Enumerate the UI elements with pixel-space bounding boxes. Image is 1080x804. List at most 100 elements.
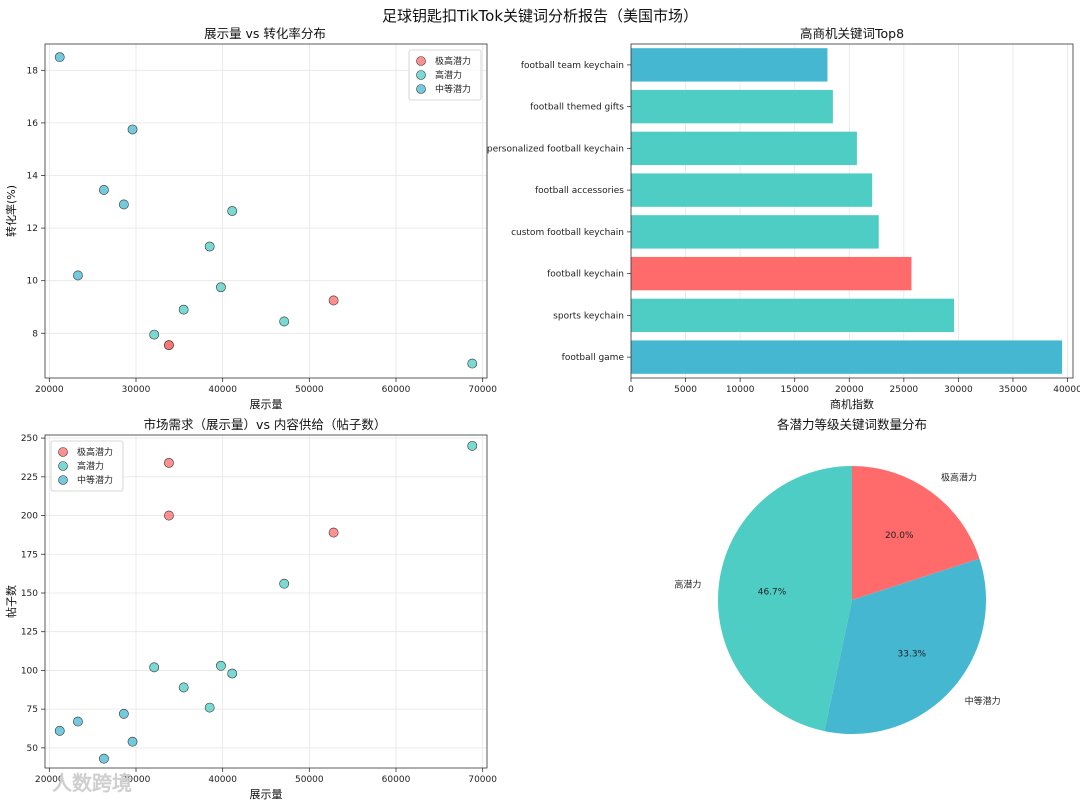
data-point bbox=[328, 295, 339, 306]
x-axis-label: 商机指数 bbox=[830, 397, 874, 411]
x-tick-label: 40000 bbox=[208, 385, 237, 395]
x-tick-label: 50000 bbox=[295, 775, 324, 785]
x-tick-label: 30000 bbox=[122, 385, 151, 395]
legend-label: 极高潜力 bbox=[77, 446, 113, 458]
category-label: football themed gifts bbox=[530, 103, 624, 113]
data-point bbox=[164, 457, 174, 468]
data-point bbox=[204, 241, 215, 252]
y-tick-label: 225 bbox=[21, 473, 38, 483]
data-point bbox=[467, 358, 478, 369]
scatter-conversion-panel: 展示量 vs 转化率分布 20000 30000 40000 50000 60000 70… bbox=[4, 26, 497, 411]
figure-title: 足球钥匙扣TikTok关键词分析报告（美国市场） bbox=[382, 7, 698, 25]
x-tick-label: 10000 bbox=[726, 385, 755, 395]
x-tick-label: 20000 bbox=[35, 775, 64, 785]
y-tick-label: 250 bbox=[21, 434, 38, 444]
legend-marker bbox=[58, 475, 68, 485]
pie-slice bbox=[852, 466, 980, 600]
plot-frame bbox=[44, 43, 488, 379]
slice-label: 高潜力 bbox=[674, 578, 701, 590]
legend-label: 高潜力 bbox=[77, 460, 104, 472]
y-tick-label: 200 bbox=[21, 512, 38, 522]
x-tick-label: 70000 bbox=[468, 385, 497, 395]
plot-frame bbox=[630, 43, 1074, 379]
x-tick-label: 0 bbox=[628, 385, 634, 395]
data-point bbox=[216, 282, 226, 293]
legend-marker bbox=[416, 84, 426, 94]
y-tick-label: 75 bbox=[27, 705, 38, 715]
x-tick-label: 30000 bbox=[122, 775, 151, 785]
bar bbox=[631, 340, 1063, 374]
y-tick-label: 14 bbox=[27, 171, 39, 181]
category-label: personalized football keychain bbox=[487, 144, 624, 154]
data-point bbox=[467, 440, 478, 451]
x-tick-label: 5000 bbox=[674, 385, 697, 395]
x-tick-label: 40000 bbox=[1053, 385, 1080, 395]
legend-label: 中等潜力 bbox=[435, 83, 471, 95]
legend-box bbox=[408, 49, 482, 101]
data-point bbox=[164, 340, 174, 351]
bar bbox=[631, 298, 955, 333]
slice-percent: 46.7% bbox=[758, 588, 787, 598]
y-tick-label: 100 bbox=[21, 666, 38, 676]
y-tick-label: 50 bbox=[27, 744, 39, 754]
slice-percent: 33.3% bbox=[898, 650, 927, 660]
data-point bbox=[54, 52, 65, 63]
watermark: 人数跨境 bbox=[52, 771, 132, 795]
legend-marker bbox=[416, 70, 426, 80]
data-point bbox=[328, 527, 339, 538]
y-tick-label: 125 bbox=[21, 628, 38, 638]
x-axis-label: 展示量 bbox=[250, 788, 283, 801]
data-point bbox=[178, 304, 189, 315]
data-point bbox=[149, 329, 160, 340]
y-tick-label: 175 bbox=[21, 550, 38, 560]
data-point bbox=[204, 702, 215, 713]
category-label: custom football keychain bbox=[511, 228, 624, 238]
data-point bbox=[164, 510, 174, 521]
data-point bbox=[73, 716, 83, 727]
plot-frame bbox=[44, 434, 488, 769]
legend-marker bbox=[58, 461, 68, 471]
category-label: sports keychain bbox=[553, 311, 624, 321]
x-tick-label: 20000 bbox=[35, 385, 64, 395]
pie-slice bbox=[718, 466, 852, 732]
y-tick-label: 12 bbox=[27, 224, 38, 234]
potential-pie-panel: 各潜力等级关键词数量分布 极高潜力 20.0% 中等潜力 33.3% 高潜力 46.7% bbox=[674, 417, 1001, 734]
y-tick-label: 150 bbox=[21, 589, 38, 599]
x-tick-label: 60000 bbox=[382, 775, 411, 785]
x-tick-label: 35000 bbox=[999, 385, 1028, 395]
y-tick-label: 18 bbox=[27, 66, 39, 76]
pie-slice bbox=[824, 558, 987, 734]
x-tick-label: 50000 bbox=[295, 385, 324, 395]
legend-box bbox=[50, 440, 124, 492]
legend-marker bbox=[58, 447, 68, 457]
data-point bbox=[227, 668, 238, 679]
category-label: football accessories bbox=[535, 186, 624, 196]
bar bbox=[631, 131, 857, 166]
x-tick-label: 40000 bbox=[208, 775, 237, 785]
category-label: football team keychain bbox=[521, 61, 624, 71]
data-point bbox=[73, 270, 83, 281]
data-point bbox=[99, 185, 109, 195]
y-tick-label: 16 bbox=[27, 119, 39, 129]
bar bbox=[631, 215, 879, 249]
opportunity-bar-panel: 高商机关键词Top8 0 5000 10000 15000 20000 25000 3000… bbox=[487, 26, 1080, 411]
data-point bbox=[178, 682, 189, 693]
legend-marker bbox=[416, 56, 426, 66]
panel-title: 市场需求（展示量）vs 内容供给（帖子数） bbox=[144, 417, 387, 432]
panel-title: 各潜力等级关键词数量分布 bbox=[777, 417, 927, 432]
panel-title: 高商机关键词Top8 bbox=[800, 26, 904, 41]
data-point bbox=[127, 124, 138, 135]
slice-label: 中等潜力 bbox=[965, 695, 1001, 707]
y-axis-label: 转化率(%) bbox=[4, 185, 18, 237]
slice-percent: 20.0% bbox=[885, 531, 914, 541]
data-point bbox=[279, 316, 290, 327]
data-point bbox=[99, 753, 109, 764]
bar bbox=[631, 256, 912, 291]
data-point bbox=[227, 206, 238, 216]
x-tick-label: 70000 bbox=[468, 775, 497, 785]
legend-label: 高潜力 bbox=[435, 69, 462, 81]
bar bbox=[631, 173, 873, 207]
category-label: football keychain bbox=[547, 270, 624, 280]
x-tick-label: 60000 bbox=[382, 385, 411, 395]
